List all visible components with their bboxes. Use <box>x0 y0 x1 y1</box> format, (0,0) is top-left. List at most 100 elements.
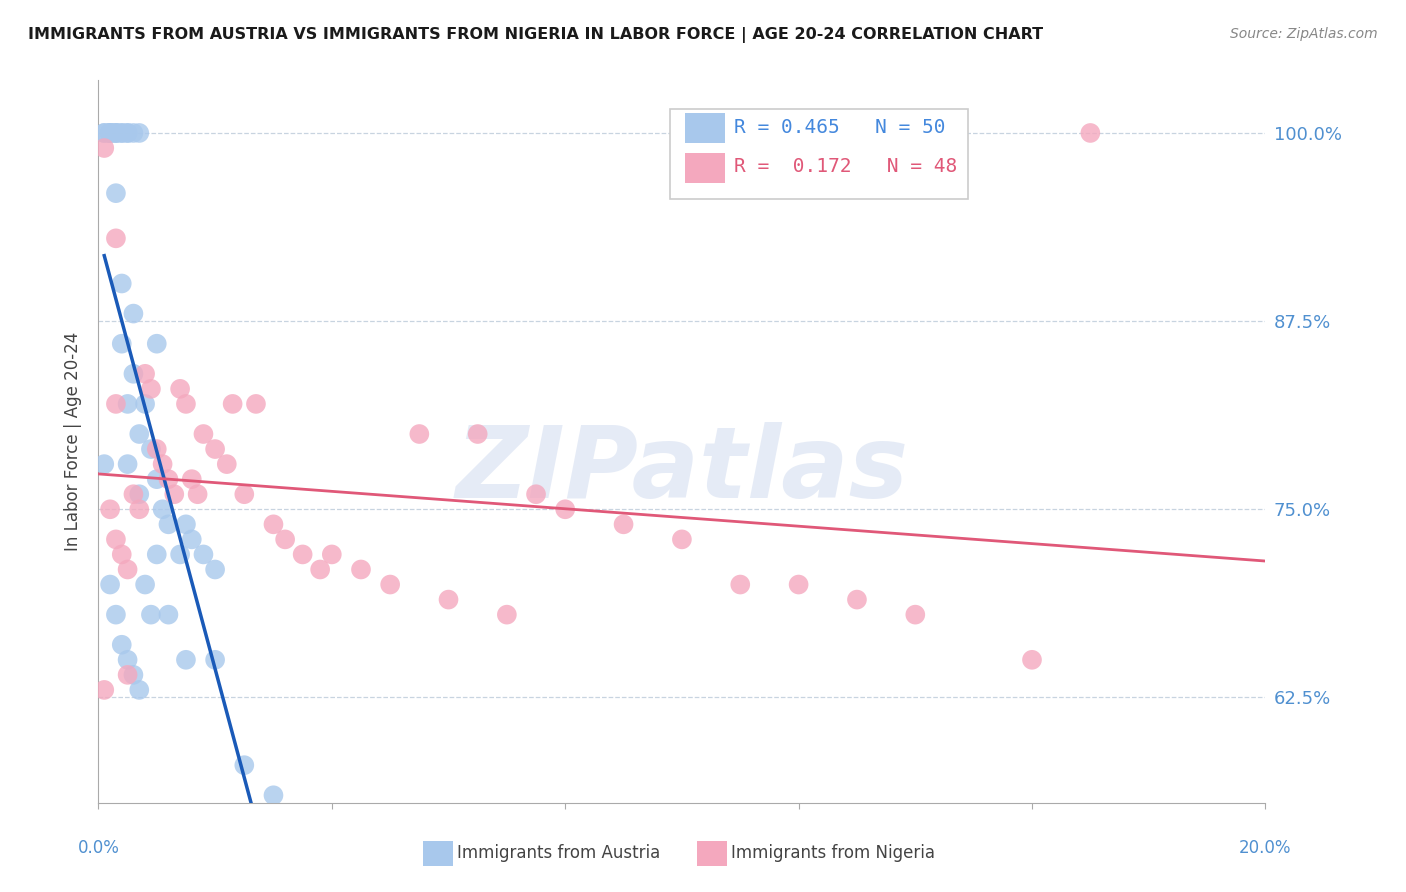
Point <box>98 126 121 140</box>
FancyBboxPatch shape <box>423 841 453 865</box>
Point <box>104 186 127 201</box>
Text: Immigrants from Nigeria: Immigrants from Nigeria <box>731 845 935 863</box>
Point <box>408 427 430 442</box>
Point <box>262 517 284 532</box>
Point <box>139 442 162 456</box>
Point <box>128 682 150 697</box>
Point <box>846 592 869 607</box>
Point <box>221 397 243 411</box>
Point <box>146 548 169 562</box>
Point <box>122 126 145 140</box>
Point <box>262 789 284 803</box>
Point <box>152 457 174 471</box>
FancyBboxPatch shape <box>685 112 725 143</box>
Point <box>117 126 139 140</box>
Point <box>193 427 215 442</box>
Point <box>233 758 256 772</box>
Point <box>169 382 191 396</box>
Point <box>104 533 127 547</box>
Point <box>554 502 576 516</box>
Point <box>122 307 145 321</box>
Point <box>139 607 162 622</box>
Point <box>174 517 197 532</box>
Point <box>187 487 209 501</box>
Point <box>730 577 752 591</box>
Text: 20.0%: 20.0% <box>1239 838 1292 857</box>
Point <box>117 126 139 140</box>
Point <box>93 126 115 140</box>
Point <box>93 682 115 697</box>
Point <box>111 548 134 562</box>
Point <box>139 382 162 396</box>
Point <box>111 336 134 351</box>
Point <box>787 577 810 591</box>
Point <box>104 126 127 140</box>
Y-axis label: In Labor Force | Age 20-24: In Labor Force | Age 20-24 <box>65 332 83 551</box>
Point <box>111 638 134 652</box>
Point <box>215 457 238 471</box>
Point <box>98 126 121 140</box>
Point <box>98 502 121 516</box>
Point <box>117 457 139 471</box>
Point <box>157 517 180 532</box>
Point <box>111 126 134 140</box>
Point <box>1080 126 1102 140</box>
Point <box>104 126 127 140</box>
Point <box>157 472 180 486</box>
Point <box>128 502 150 516</box>
Point <box>204 442 226 456</box>
Point <box>467 427 489 442</box>
Point <box>233 487 256 501</box>
Text: R = 0.465   N = 50: R = 0.465 N = 50 <box>734 118 946 136</box>
Text: ZIPatlas: ZIPatlas <box>456 422 908 519</box>
Point <box>1021 653 1043 667</box>
Point <box>93 126 115 140</box>
Point <box>309 562 332 576</box>
Point <box>146 472 169 486</box>
Point <box>117 653 139 667</box>
Point <box>169 548 191 562</box>
Point <box>163 487 186 501</box>
Text: Immigrants from Austria: Immigrants from Austria <box>457 845 659 863</box>
Point <box>146 442 169 456</box>
Point <box>204 653 226 667</box>
Point <box>128 126 150 140</box>
Text: R =  0.172   N = 48: R = 0.172 N = 48 <box>734 158 957 177</box>
Point <box>204 562 226 576</box>
Point <box>128 427 150 442</box>
Point <box>134 577 156 591</box>
Point <box>111 277 134 291</box>
Text: Source: ZipAtlas.com: Source: ZipAtlas.com <box>1230 27 1378 41</box>
Point <box>174 397 197 411</box>
Point <box>122 487 145 501</box>
Text: 0.0%: 0.0% <box>77 838 120 857</box>
Point <box>104 397 127 411</box>
Point <box>117 562 139 576</box>
Point <box>193 548 215 562</box>
Point <box>180 533 202 547</box>
Point <box>98 577 121 591</box>
Point <box>496 607 519 622</box>
Point <box>122 668 145 682</box>
Point <box>98 126 121 140</box>
Point <box>612 517 634 532</box>
Point <box>93 141 115 155</box>
Point <box>128 487 150 501</box>
Point <box>157 607 180 622</box>
Point <box>93 457 115 471</box>
Point <box>380 577 402 591</box>
Point <box>174 653 197 667</box>
Point <box>180 472 202 486</box>
Point <box>350 562 373 576</box>
Point <box>117 668 139 682</box>
Text: IMMIGRANTS FROM AUSTRIA VS IMMIGRANTS FROM NIGERIA IN LABOR FORCE | AGE 20-24 CO: IMMIGRANTS FROM AUSTRIA VS IMMIGRANTS FR… <box>28 27 1043 43</box>
Point <box>671 533 693 547</box>
Point <box>117 397 139 411</box>
Point <box>134 367 156 381</box>
Point <box>111 126 134 140</box>
FancyBboxPatch shape <box>697 841 727 865</box>
Point <box>122 367 145 381</box>
Point <box>104 126 127 140</box>
Point <box>291 548 314 562</box>
Point <box>904 607 927 622</box>
